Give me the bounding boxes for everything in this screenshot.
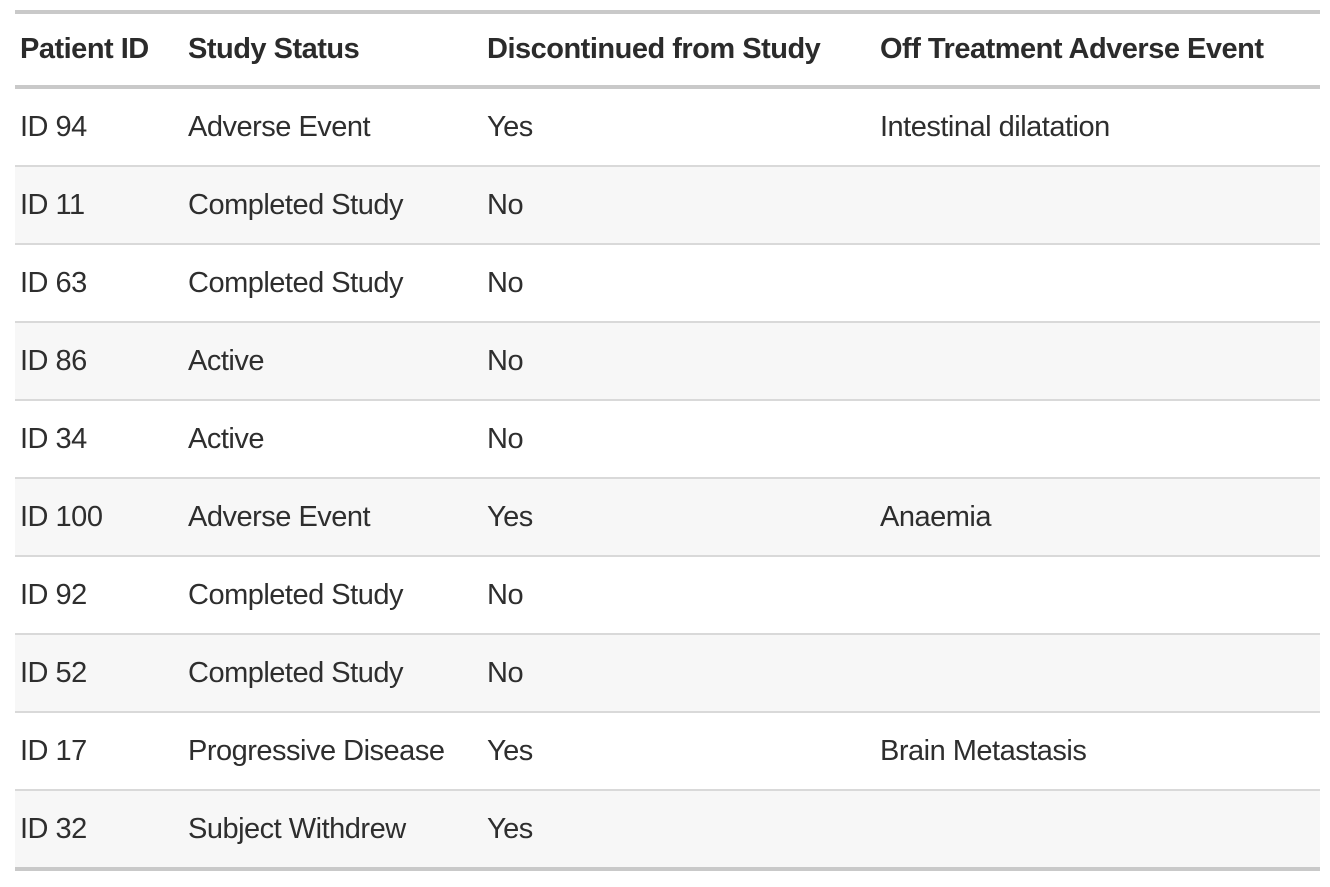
table-row[interactable]: ID 63 Completed Study No	[15, 244, 1320, 323]
table-row[interactable]: ID 92 Completed Study No	[15, 556, 1320, 635]
table-cell[interactable]: Completed Study	[183, 556, 482, 635]
table-cell[interactable]: Active	[183, 322, 482, 401]
column-header-discontinued-from-study[interactable]: Discontinued from Study	[482, 12, 875, 89]
table-cell[interactable]: No	[482, 322, 875, 401]
table-cell[interactable]: Active	[183, 400, 482, 479]
table-row[interactable]: ID 100 Adverse Event Yes Anaemia	[15, 478, 1320, 557]
table-cell[interactable]	[875, 790, 1320, 871]
table-cell[interactable]: Anaemia	[875, 478, 1320, 557]
table-cell[interactable]	[875, 400, 1320, 479]
table-cell[interactable]: ID 94	[15, 87, 183, 167]
table-row[interactable]: ID 52 Completed Study No	[15, 634, 1320, 713]
table-row[interactable]: ID 86 Active No	[15, 322, 1320, 401]
table-cell[interactable]: Completed Study	[183, 634, 482, 713]
table-row[interactable]: ID 32 Subject Withdrew Yes	[15, 790, 1320, 871]
table-cell[interactable]: Adverse Event	[183, 478, 482, 557]
table-cell[interactable]: ID 92	[15, 556, 183, 635]
column-header-off-treatment-adverse-event[interactable]: Off Treatment Adverse Event	[875, 12, 1320, 89]
table-row[interactable]: ID 17 Progressive Disease Yes Brain Metasta…	[15, 712, 1320, 791]
table-header-row: Patient ID Study Status Discontinued fro…	[15, 12, 1320, 89]
table-cell[interactable]: Progressive Disease	[183, 712, 482, 791]
table-cell[interactable]: Brain Metastasis	[875, 712, 1320, 791]
table-cell[interactable]: No	[482, 244, 875, 323]
table-cell[interactable]: ID 52	[15, 634, 183, 713]
table-cell[interactable]	[875, 244, 1320, 323]
table-cell[interactable]: Yes	[482, 478, 875, 557]
table-cell[interactable]	[875, 634, 1320, 713]
table-body: ID 94 Adverse Event Yes Intestinal dilatati…	[15, 87, 1320, 871]
patient-table-container: Patient ID Study Status Discontinued fro…	[15, 10, 1320, 871]
table-cell[interactable]: ID 32	[15, 790, 183, 871]
table-cell[interactable]	[875, 322, 1320, 401]
table-cell[interactable]: Adverse Event	[183, 87, 482, 167]
table-cell[interactable]: ID 17	[15, 712, 183, 791]
table-cell[interactable]: No	[482, 400, 875, 479]
table-cell[interactable]: Yes	[482, 712, 875, 791]
table-cell[interactable]: Intestinal dilatation	[875, 87, 1320, 167]
table-header: Patient ID Study Status Discontinued fro…	[15, 12, 1320, 89]
table-cell[interactable]: ID 86	[15, 322, 183, 401]
table-row[interactable]: ID 94 Adverse Event Yes Intestinal dilatati…	[15, 87, 1320, 167]
table-cell[interactable]: Completed Study	[183, 244, 482, 323]
table-cell[interactable]: Completed Study	[183, 166, 482, 245]
table-cell[interactable]: ID 100	[15, 478, 183, 557]
table-cell[interactable]: Subject Withdrew	[183, 790, 482, 871]
table-row[interactable]: ID 34 Active No	[15, 400, 1320, 479]
table-cell[interactable]: No	[482, 634, 875, 713]
table-cell[interactable]: No	[482, 166, 875, 245]
table-cell[interactable]	[875, 556, 1320, 635]
table-row[interactable]: ID 11 Completed Study No	[15, 166, 1320, 245]
table-cell[interactable]: ID 11	[15, 166, 183, 245]
table-cell[interactable]: ID 34	[15, 400, 183, 479]
table-cell[interactable]: Yes	[482, 87, 875, 167]
column-header-study-status[interactable]: Study Status	[183, 12, 482, 89]
table-cell[interactable]	[875, 166, 1320, 245]
table-cell[interactable]: ID 63	[15, 244, 183, 323]
table-cell[interactable]: No	[482, 556, 875, 635]
table-cell[interactable]: Yes	[482, 790, 875, 871]
patient-study-table: Patient ID Study Status Discontinued fro…	[15, 10, 1320, 871]
column-header-patient-id[interactable]: Patient ID	[15, 12, 183, 89]
